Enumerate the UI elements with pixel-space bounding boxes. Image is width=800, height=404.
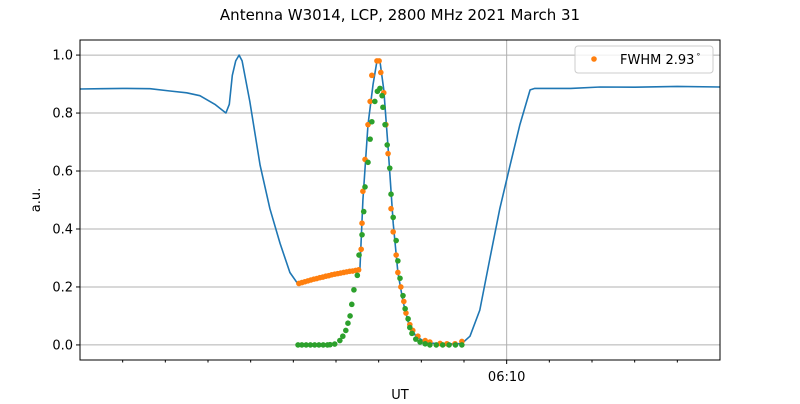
series-line-0	[79, 54, 721, 346]
data-point-series-1	[378, 69, 384, 76]
data-point-series-1	[367, 98, 373, 105]
data-point-series-2	[384, 142, 391, 148]
chart-title: Antenna W3014, LCP, 2800 MHz 2021 March …	[220, 6, 580, 24]
legend-label: FWHM 2.93 °	[620, 52, 700, 68]
x-axis-label: UT	[391, 388, 409, 400]
grid-lines	[80, 40, 720, 360]
data-point-series-1	[365, 121, 371, 128]
data-point-series-2	[362, 184, 368, 190]
data-point-series-2	[367, 136, 373, 142]
data-point-series-2	[409, 330, 415, 337]
data-point-series-2	[390, 214, 396, 221]
y-tick-label: 0.6	[52, 165, 73, 180]
data-point-series-2	[422, 340, 428, 347]
data-point-series-2	[433, 342, 440, 348]
data-point-series-2	[407, 324, 413, 331]
data-point-series-2	[327, 341, 333, 348]
series-layer	[79, 54, 721, 348]
data-point-series-2	[388, 191, 394, 198]
data-point-series-1	[376, 58, 382, 64]
data-point-series-1	[398, 284, 404, 290]
data-point-series-1	[388, 205, 394, 212]
data-point-series-1	[358, 246, 364, 253]
data-point-series-2	[295, 342, 301, 348]
data-point-series-2	[417, 339, 423, 345]
data-point-series-2	[369, 118, 375, 125]
legend-box	[574, 45, 714, 74]
data-point-series-2	[356, 252, 362, 258]
data-point-series-1	[359, 220, 365, 226]
data-point-series-2	[299, 342, 305, 348]
axis-ticks: 0.0 0.2 0.4 0.6 0.8 1.0 06:10	[52, 49, 678, 385]
data-point-series-2	[379, 92, 385, 99]
data-point-series-2	[459, 342, 465, 348]
x-tick-label: 06:10	[488, 370, 525, 385]
data-point-series-2	[331, 341, 338, 347]
plot-frame	[79, 39, 721, 361]
data-point-series-2	[316, 342, 322, 348]
data-point-series-1	[393, 252, 399, 258]
data-point-series-2	[351, 287, 357, 293]
data-point-series-2	[360, 208, 367, 215]
data-point-series-2	[377, 85, 383, 92]
data-point-series-2	[400, 292, 406, 299]
data-point-series-2	[395, 258, 401, 264]
legend-marker-orange	[591, 56, 597, 62]
y-tick-label: 0.4	[52, 222, 73, 237]
y-tick-label: 0.2	[52, 280, 73, 295]
data-point-series-2	[380, 104, 386, 111]
data-point-series-2	[311, 342, 318, 348]
data-point-series-2	[337, 337, 343, 344]
data-point-series-2	[372, 98, 378, 105]
data-point-series-1	[355, 267, 362, 273]
data-point-series-1	[360, 188, 366, 195]
y-tick-label: 1.0	[52, 49, 73, 64]
y-tick-label: 0.8	[52, 107, 73, 122]
data-point-series-2	[348, 301, 355, 308]
data-point-series-2	[345, 320, 351, 326]
data-point-series-1	[390, 229, 396, 235]
data-point-series-2	[320, 342, 327, 348]
data-point-series-1	[403, 310, 409, 316]
data-point-series-2	[446, 342, 452, 348]
data-point-series-2	[365, 159, 371, 166]
data-point-series-1	[385, 150, 391, 157]
data-point-series-1	[369, 72, 375, 79]
data-point-series-2	[359, 231, 365, 238]
data-point-series-2	[405, 316, 411, 322]
y-axis-label: a.u.	[29, 188, 44, 212]
data-point-series-2	[452, 342, 459, 348]
data-point-series-2	[386, 165, 393, 171]
y-tick-label: 0.0	[52, 338, 73, 353]
data-point-series-2	[397, 275, 403, 282]
legend: FWHM 2.93 °	[574, 45, 714, 74]
data-point-series-2	[354, 272, 361, 279]
data-point-series-2	[439, 342, 446, 348]
data-point-series-2	[307, 342, 314, 348]
data-point-series-2	[347, 313, 353, 319]
data-point-series-1	[395, 269, 401, 276]
data-point-series-2	[402, 305, 408, 312]
data-point-series-2	[427, 342, 433, 348]
data-point-series-2	[340, 333, 346, 340]
data-point-series-2	[382, 121, 388, 128]
data-point-series-2	[412, 336, 419, 342]
data-point-series-2	[303, 342, 309, 348]
data-point-series-1	[401, 298, 407, 305]
data-point-series-2	[343, 327, 349, 334]
data-point-series-2	[393, 237, 399, 244]
